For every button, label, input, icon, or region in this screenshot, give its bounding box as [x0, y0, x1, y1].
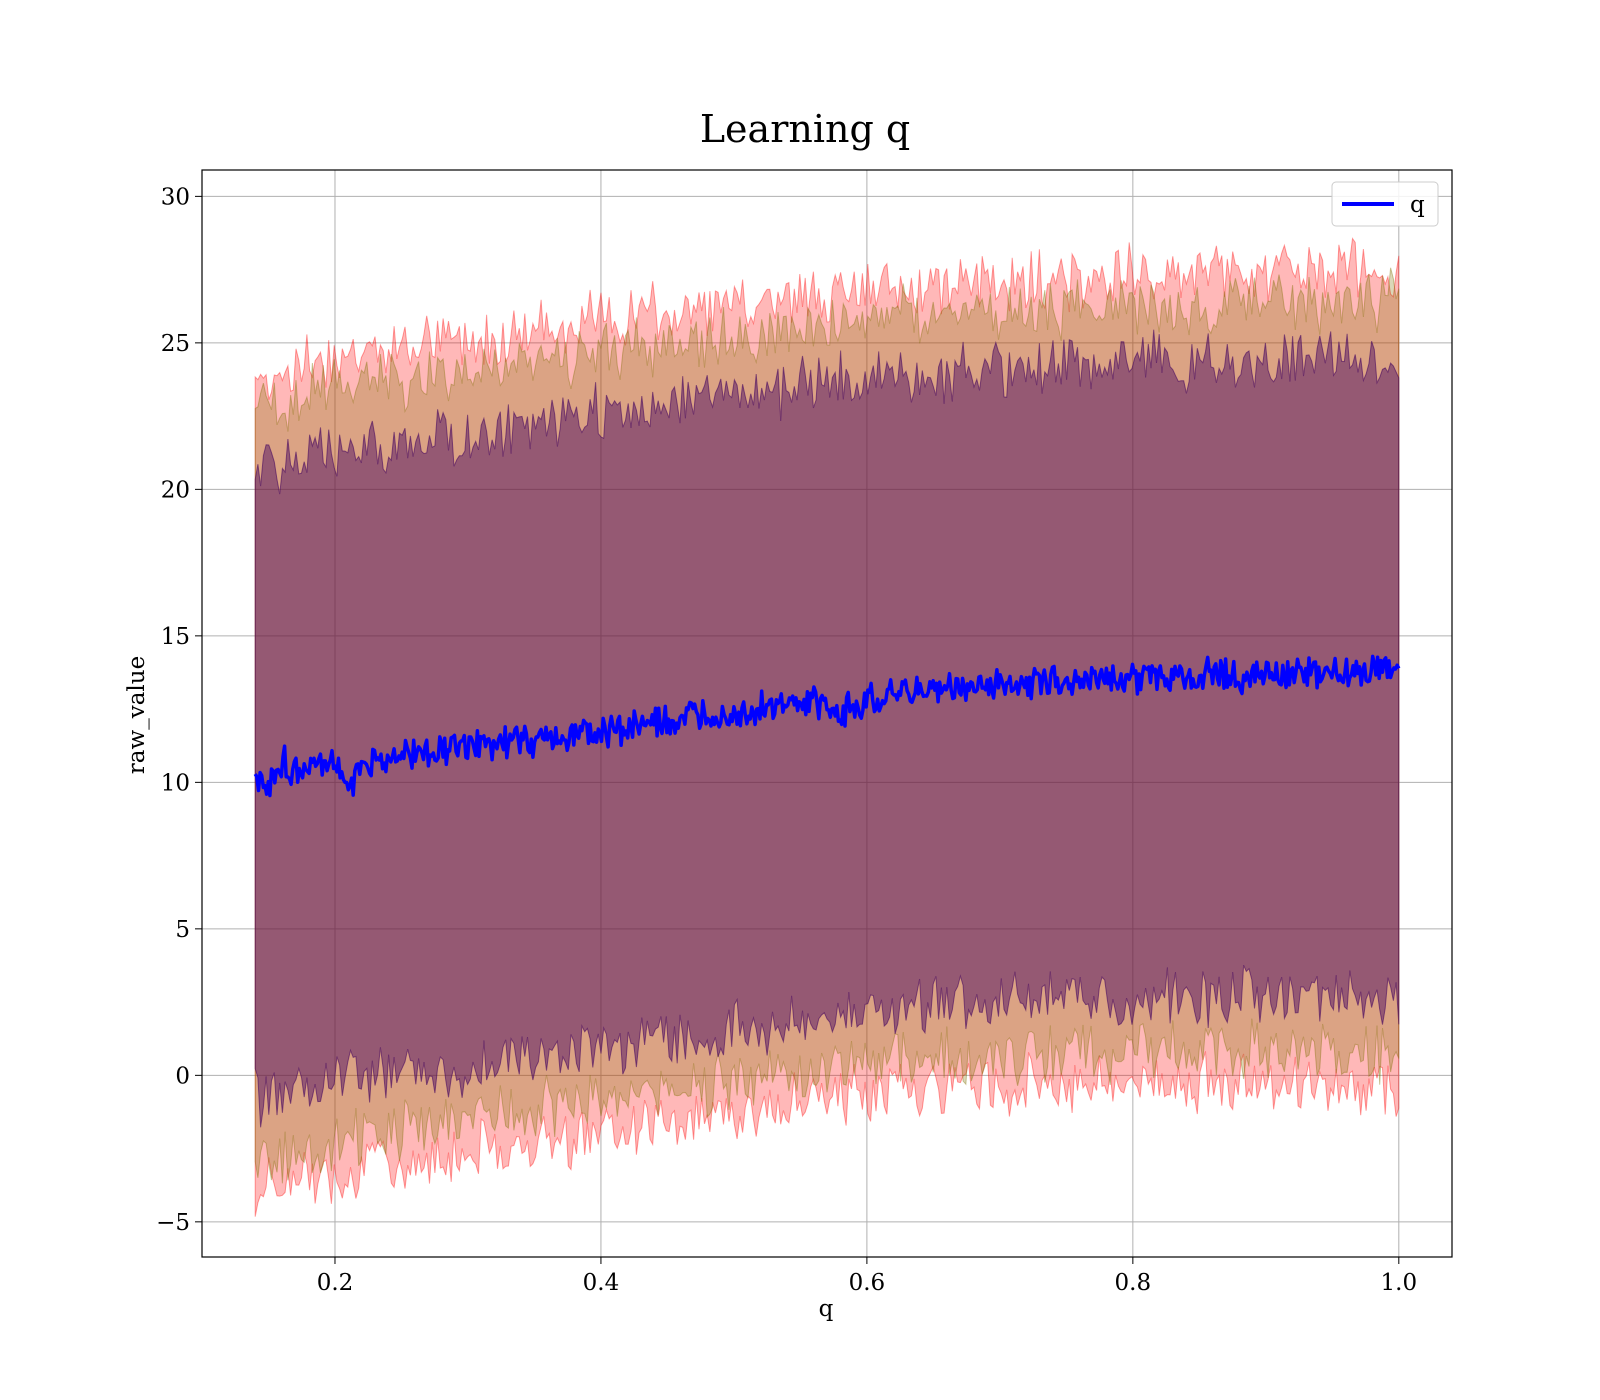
y-tick-label: 15	[161, 624, 190, 650]
y-tick-label: 25	[161, 331, 190, 357]
y-tick-label: 20	[161, 477, 190, 503]
x-tick-label: 0.4	[583, 1270, 620, 1296]
band-area	[254, 329, 1400, 1128]
y-tick-label: 30	[161, 184, 190, 210]
legend: q	[1331, 181, 1439, 227]
chart-title: Learning q	[700, 107, 910, 151]
series-line	[253, 654, 1401, 798]
y-tick-label: −5	[156, 1210, 190, 1236]
x-tick-label: 0.2	[317, 1270, 354, 1296]
band-area	[254, 267, 1400, 1184]
x-axis-label: q	[819, 1296, 834, 1322]
y-tick-label: 5	[175, 917, 190, 943]
legend-label: q	[1410, 192, 1425, 218]
x-tick-label: 0.8	[1115, 1270, 1152, 1296]
band-area	[254, 237, 1400, 1217]
y-tick-label: 0	[175, 1063, 190, 1089]
plot-frame	[201, 169, 1453, 1258]
y-tick-label: 10	[161, 770, 190, 796]
x-tick-label: 0.6	[849, 1270, 886, 1296]
y-axis-label: raw_value	[124, 656, 150, 774]
x-tick-label: 1.0	[1381, 1270, 1418, 1296]
plot-area: 0.2 0.4 0.6 0.8 1.0 −5 0 5 10 15 20 25 30 q	[156, 169, 1453, 1296]
